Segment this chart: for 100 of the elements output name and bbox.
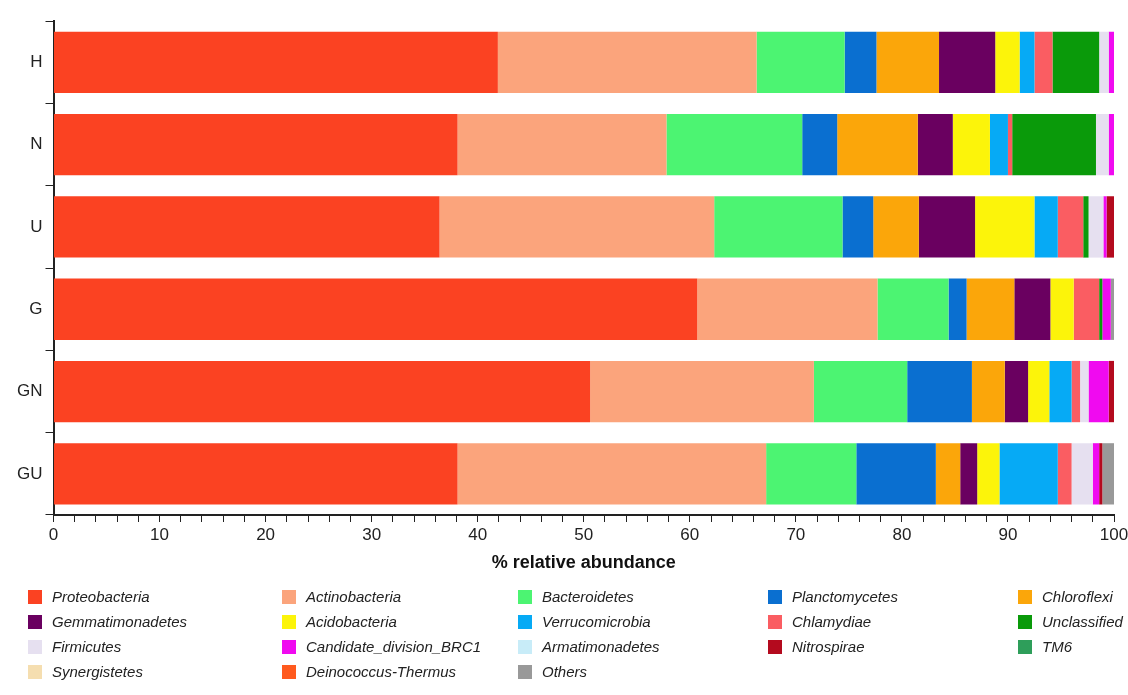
bar	[1106, 196, 1114, 258]
y-tick-label: GN	[17, 381, 43, 401]
bar	[1052, 31, 1100, 93]
bar	[54, 196, 440, 258]
bar	[1007, 114, 1013, 176]
bar	[1034, 31, 1053, 93]
bar	[856, 443, 936, 505]
bar	[1012, 114, 1096, 176]
bar	[590, 360, 814, 423]
x-tick-label: 60	[680, 524, 700, 544]
bar	[666, 114, 803, 176]
bar	[1073, 278, 1100, 340]
legend-label: Candidate_division_BRC1	[306, 638, 482, 655]
legend-label: Nitrospirae	[792, 638, 865, 655]
bar	[1014, 278, 1051, 340]
bar	[1028, 360, 1050, 423]
legend-label: Deinococcus-Thermus	[306, 663, 457, 680]
bar	[697, 278, 878, 340]
bar	[1088, 196, 1104, 258]
bar	[1102, 278, 1111, 340]
bar	[939, 31, 996, 93]
y-tick-label: U	[30, 216, 43, 236]
bar	[1092, 443, 1100, 505]
bar	[873, 196, 919, 258]
bar	[952, 114, 990, 176]
bar	[54, 360, 591, 423]
bar	[1108, 114, 1114, 176]
bar	[1071, 443, 1093, 505]
x-tick-label: 70	[786, 524, 806, 544]
bar	[995, 31, 1020, 93]
bar	[714, 196, 843, 258]
bar	[966, 278, 1015, 340]
bar	[876, 31, 940, 93]
bar	[977, 443, 1000, 505]
bar	[842, 196, 874, 258]
bar	[457, 443, 767, 505]
bar	[1099, 278, 1103, 340]
legend-label: Chloroflexi	[1042, 588, 1113, 605]
bar	[1057, 443, 1072, 505]
legend-label: Chlamydiae	[792, 613, 872, 630]
x-tick-label: 20	[256, 524, 276, 544]
bar	[907, 360, 972, 423]
bar	[802, 114, 838, 176]
bar	[918, 196, 976, 258]
x-tick-label: 40	[468, 524, 488, 544]
bar	[1108, 360, 1114, 423]
bar	[766, 443, 857, 505]
x-tick-label: 30	[362, 524, 382, 544]
legend-label: Acidobacteria	[306, 613, 397, 630]
legend-label: Actinobacteria	[306, 588, 402, 605]
y-tick-label: G	[29, 298, 43, 318]
legend-label: Planctomycetes	[792, 588, 898, 605]
legend-label: Firmicutes	[52, 638, 122, 655]
legend-label: TM6	[1042, 638, 1072, 655]
bar	[971, 360, 1005, 423]
bar	[54, 278, 698, 340]
bar	[1049, 360, 1072, 423]
legend-label: Synergistetes	[52, 663, 143, 680]
bar	[1099, 31, 1109, 93]
bar	[1050, 278, 1074, 340]
legend-label: Proteobacteria	[52, 588, 150, 605]
bar	[917, 114, 953, 176]
bar	[989, 114, 1008, 176]
legend-label: Others	[542, 663, 588, 680]
bar	[877, 278, 949, 340]
legend-label: Verrucomicrobia	[542, 613, 651, 630]
x-axis-title: % relative abundance	[491, 552, 676, 573]
legend-label: Armatimonadetes	[542, 638, 660, 655]
y-tick-label: GU	[17, 463, 43, 483]
bar	[1083, 196, 1089, 258]
bar	[439, 196, 715, 258]
bar	[1019, 31, 1035, 93]
bar	[1034, 196, 1058, 258]
x-tick-label: 80	[892, 524, 912, 544]
bar	[1080, 360, 1089, 423]
bar	[1088, 360, 1109, 423]
bar	[1057, 196, 1084, 258]
bar	[1099, 443, 1103, 505]
legend-label: Gemmatimonadetes	[52, 613, 188, 630]
bar	[844, 31, 877, 93]
x-tick-label: 100	[1099, 524, 1128, 544]
bar	[813, 360, 908, 423]
bar	[837, 114, 918, 176]
bar	[497, 31, 757, 93]
bar	[1095, 114, 1109, 176]
x-tick-label: 50	[574, 524, 594, 544]
bar	[975, 196, 1035, 258]
bar	[935, 443, 961, 505]
bar	[1108, 31, 1114, 93]
legend-label: Unclassified	[1042, 613, 1123, 630]
bar	[1110, 278, 1114, 340]
legend-label: Bacteroidetes	[542, 588, 634, 605]
x-tick-label: 10	[150, 524, 170, 544]
bar	[960, 443, 978, 505]
bar	[1004, 360, 1029, 423]
bar	[54, 443, 458, 505]
bar	[1071, 360, 1081, 423]
x-tick-label: 90	[998, 524, 1018, 544]
y-tick-label: N	[30, 134, 43, 154]
bar	[54, 31, 498, 93]
